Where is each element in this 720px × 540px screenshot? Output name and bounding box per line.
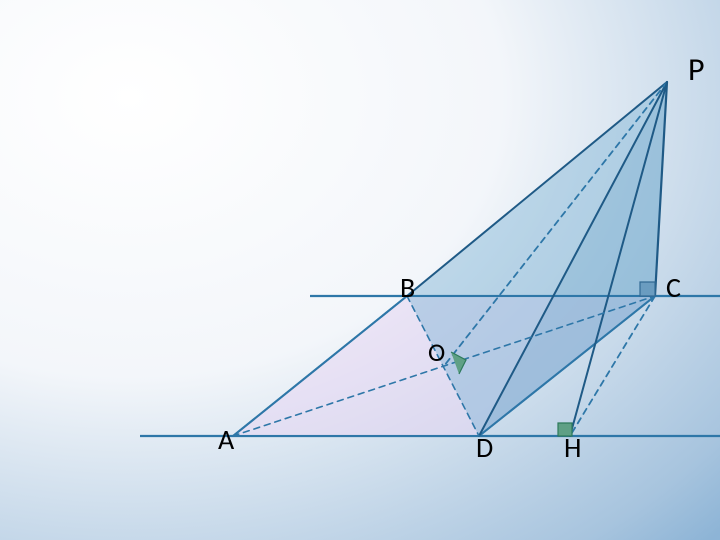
label-C: C	[666, 270, 681, 305]
label-H: H	[564, 430, 581, 465]
label-B: B	[400, 270, 415, 305]
label-A: A	[218, 422, 234, 457]
label-O: O	[428, 336, 445, 368]
label-P: P	[688, 50, 705, 89]
label-D: D	[476, 430, 493, 465]
geometry-diagram	[0, 0, 720, 540]
right-angle-at-C	[640, 282, 655, 296]
